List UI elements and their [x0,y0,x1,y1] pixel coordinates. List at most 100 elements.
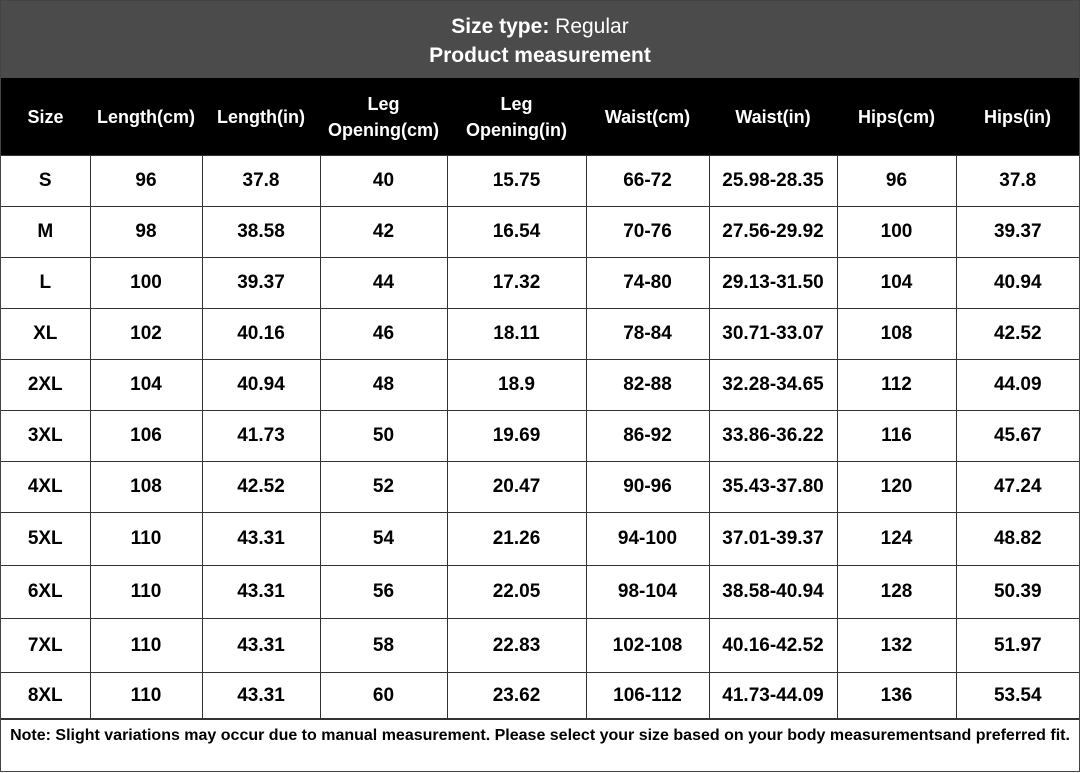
measurement-cell: 21.26 [446,512,587,566]
table-row: 5XL 110 43.31 54 21.26 94-100 37.01-39.37 124 48… [1,512,1079,566]
measurement-cell: 43.31 [201,512,321,566]
size-type-label: Size type: [451,15,550,38]
measurement-cell: 108 [89,461,203,513]
table-row: XL 102 40.16 46 18.11 78-84 30.71-33.07 108 42.5… [1,308,1079,360]
table-body: S 96 37.8 40 15.75 66-72 25.98-28.35 96 37.8 M 98 3… [1,155,1079,719]
measurement-cell: 45.67 [955,410,1079,462]
measurement-cell: 17.32 [446,257,587,309]
measurement-cell: 40.94 [955,257,1079,309]
measurement-cell: 53.54 [955,672,1079,719]
table-row: 8XL 110 43.31 60 23.62 106-112 41.73-44.09 136 5… [1,672,1079,719]
measurement-cell: 110 [89,672,203,719]
size-cell: 4XL [1,461,91,513]
column-header: Leg Opening(cm) [320,78,447,156]
measurement-cell: 40.16-42.52 [708,618,838,673]
measurement-cell: 44.09 [955,359,1079,411]
column-header: Waist(in) [709,78,837,156]
measurement-cell: 38.58-40.94 [708,565,838,619]
measurement-cell: 110 [89,565,203,619]
size-type-line: Size type: Regular [1,12,1079,41]
measurement-cell: 96 [89,155,203,207]
measurement-cell: 40.16 [201,308,321,360]
measurement-cell: 98 [89,206,203,258]
measurement-cell: 58 [319,618,448,673]
measurement-cell: 41.73-44.09 [708,672,838,719]
measurement-cell: 112 [836,359,957,411]
measurement-cell: 35.43-37.80 [708,461,838,513]
measurement-cell: 32.28-34.65 [708,359,838,411]
column-header: Size [1,78,90,156]
measurement-cell: 22.05 [446,565,587,619]
measurement-cell: 25.98-28.35 [708,155,838,207]
measurement-cell: 82-88 [585,359,710,411]
measurement-cell: 94-100 [585,512,710,566]
size-cell: 3XL [1,410,91,462]
measurement-cell: 18.9 [446,359,587,411]
measurement-cell: 52 [319,461,448,513]
measurement-cell: 110 [89,512,203,566]
measurement-cell: 56 [319,565,448,619]
measurement-cell: 90-96 [585,461,710,513]
measurement-cell: 116 [836,410,957,462]
measurement-cell: 40 [319,155,448,207]
column-header: Waist(cm) [586,78,709,156]
measurement-cell: 128 [836,565,957,619]
table-row: L 100 39.37 44 17.32 74-80 29.13-31.50 104 40.94 [1,257,1079,309]
table-row: 6XL 110 43.31 56 22.05 98-104 38.58-40.94 128 50… [1,565,1079,619]
measurement-cell: 42.52 [955,308,1079,360]
measurement-cell: 23.62 [446,672,587,719]
measurement-cell: 43.31 [201,618,321,673]
measurement-cell: 42.52 [201,461,321,513]
measurement-cell: 30.71-33.07 [708,308,838,360]
title-band: Size type: Regular Product measurement [1,1,1079,78]
measurement-cell: 29.13-31.50 [708,257,838,309]
measurement-cell: 54 [319,512,448,566]
size-cell: 7XL [1,618,91,673]
column-header: Length(cm) [90,78,202,156]
table-row: 3XL 106 41.73 50 19.69 86-92 33.86-36.22 116 45.… [1,410,1079,462]
measurement-cell: 132 [836,618,957,673]
measurement-cell: 96 [836,155,957,207]
measurement-cell: 50.39 [955,565,1079,619]
measurement-cell: 48 [319,359,448,411]
measurement-cell: 108 [836,308,957,360]
measurement-cell: 37.01-39.37 [708,512,838,566]
measurement-cell: 78-84 [585,308,710,360]
measurement-cell: 124 [836,512,957,566]
measurement-cell: 40.94 [201,359,321,411]
measurement-cell: 19.69 [446,410,587,462]
note: Note: Slight variations may occur due to… [1,719,1079,773]
measurement-cell: 42 [319,206,448,258]
measurement-cell: 98-104 [585,565,710,619]
size-cell: 8XL [1,672,91,719]
measurement-cell: 106 [89,410,203,462]
measurement-cell: 102 [89,308,203,360]
size-table: Size Length(cm) Length(in) Leg Opening(cm) L… [1,78,1079,719]
measurement-cell: 39.37 [955,206,1079,258]
measurement-cell: 37.8 [955,155,1079,207]
measurement-cell: 46 [319,308,448,360]
measurement-cell: 86-92 [585,410,710,462]
measurement-cell: 20.47 [446,461,587,513]
size-cell: S [1,155,91,207]
measurement-cell: 48.82 [955,512,1079,566]
subtitle: Product measurement [429,44,651,67]
header-row: Size Length(cm) Length(in) Leg Opening(cm) L… [1,78,1079,156]
measurement-cell: 38.58 [201,206,321,258]
size-type-value: Regular [555,15,629,38]
measurement-cell: 60 [319,672,448,719]
measurement-cell: 39.37 [201,257,321,309]
measurement-cell: 136 [836,672,957,719]
measurement-cell: 15.75 [446,155,587,207]
size-cell: 6XL [1,565,91,619]
measurement-cell: 47.24 [955,461,1079,513]
measurement-cell: 22.83 [446,618,587,673]
measurement-cell: 43.31 [201,565,321,619]
measurement-cell: 50 [319,410,448,462]
measurement-cell: 120 [836,461,957,513]
measurement-cell: 100 [89,257,203,309]
measurement-cell: 70-76 [585,206,710,258]
measurement-cell: 16.54 [446,206,587,258]
measurement-cell: 27.56-29.92 [708,206,838,258]
